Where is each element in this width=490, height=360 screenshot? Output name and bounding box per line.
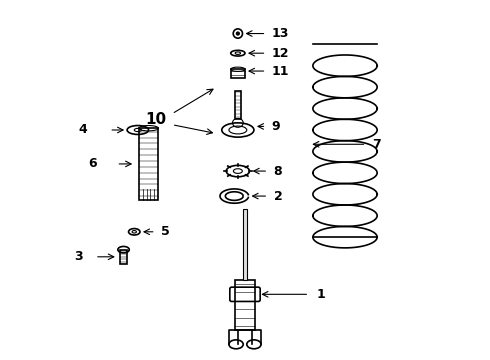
Bar xyxy=(235,91,241,119)
Text: 3: 3 xyxy=(74,250,83,263)
Bar xyxy=(231,69,245,78)
Text: 8: 8 xyxy=(273,165,282,177)
Text: 10: 10 xyxy=(145,112,166,127)
Text: 9: 9 xyxy=(272,120,280,133)
Text: 5: 5 xyxy=(161,225,170,238)
Text: 11: 11 xyxy=(272,64,289,77)
Text: 13: 13 xyxy=(272,27,289,40)
Bar xyxy=(139,128,158,200)
Text: 7: 7 xyxy=(372,138,381,151)
Text: 1: 1 xyxy=(317,288,325,301)
Circle shape xyxy=(236,31,240,36)
Bar xyxy=(120,249,127,264)
Bar xyxy=(243,208,247,280)
Text: 2: 2 xyxy=(273,190,282,203)
Text: 6: 6 xyxy=(88,157,97,170)
Text: 12: 12 xyxy=(272,47,289,60)
Text: 4: 4 xyxy=(79,123,88,136)
Bar xyxy=(235,280,255,330)
